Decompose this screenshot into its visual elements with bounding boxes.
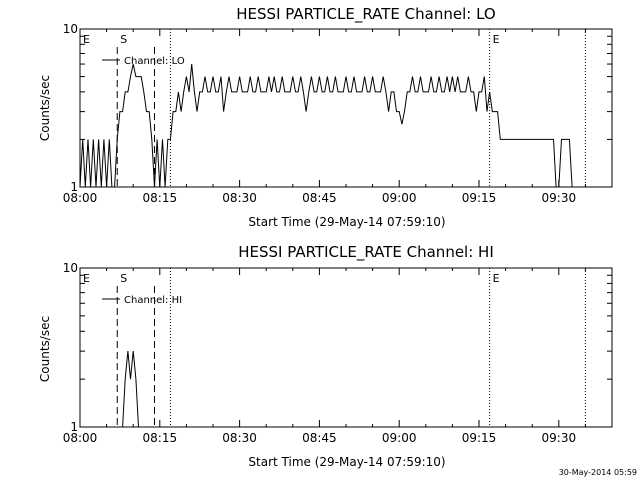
x-tick-label: 08:30 <box>222 191 257 205</box>
y-tick-label: 1 <box>70 420 78 434</box>
event-marker-label: E <box>83 33 90 46</box>
legend-label: Channel: LO <box>124 56 185 67</box>
x-tick-label: 08:30 <box>222 431 257 445</box>
chart-title: HESSI PARTICLE_RATE Channel: LO <box>236 5 495 24</box>
y-tick-label: 1 <box>70 180 78 194</box>
x-tick-label: 09:00 <box>382 191 417 205</box>
series-line-channel-lo <box>79 63 575 188</box>
x-tick-label: 08:15 <box>143 191 178 205</box>
y-tick-label: 10 <box>63 261 78 275</box>
panel-lo: HESSI PARTICLE_RATE Channel: LO Start Ti… <box>38 5 613 229</box>
chart-title: HESSI PARTICLE_RATE Channel: HI <box>238 243 494 262</box>
x-tick-label: 08:00 <box>63 191 98 205</box>
panel-hi: HESSI PARTICLE_RATE Channel: HI Start Ti… <box>38 243 613 469</box>
y-axis-label: Counts/sec <box>38 75 52 141</box>
event-marker-label: S <box>120 33 127 46</box>
x-axis-label: Start Time (29-May-14 07:59:10) <box>248 215 445 229</box>
x-tick-label: 09:30 <box>542 431 577 445</box>
series-line-channel-hi <box>122 351 139 428</box>
x-tick-label: 08:45 <box>302 191 337 205</box>
event-marker-label: S <box>120 272 127 285</box>
y-tick-label: 10 <box>63 22 78 36</box>
y-axis-label: Counts/sec <box>38 316 52 382</box>
event-marker-label: E <box>83 272 90 285</box>
x-tick-label: 08:00 <box>63 431 98 445</box>
x-tick-label: 09:30 <box>542 191 577 205</box>
event-marker-label: E <box>493 33 500 46</box>
event-marker-label: E <box>493 272 500 285</box>
x-tick-label: 09:15 <box>462 191 497 205</box>
x-tick-label: 09:00 <box>382 431 417 445</box>
x-tick-label: 08:15 <box>143 431 178 445</box>
x-axis-label: Start Time (29-May-14 07:59:10) <box>248 455 445 469</box>
legend-label: Channel: HI <box>124 295 182 306</box>
footer-timestamp: 30-May-2014 05:59 <box>559 468 637 477</box>
x-tick-label: 09:15 <box>462 431 497 445</box>
x-tick-label: 08:45 <box>302 431 337 445</box>
